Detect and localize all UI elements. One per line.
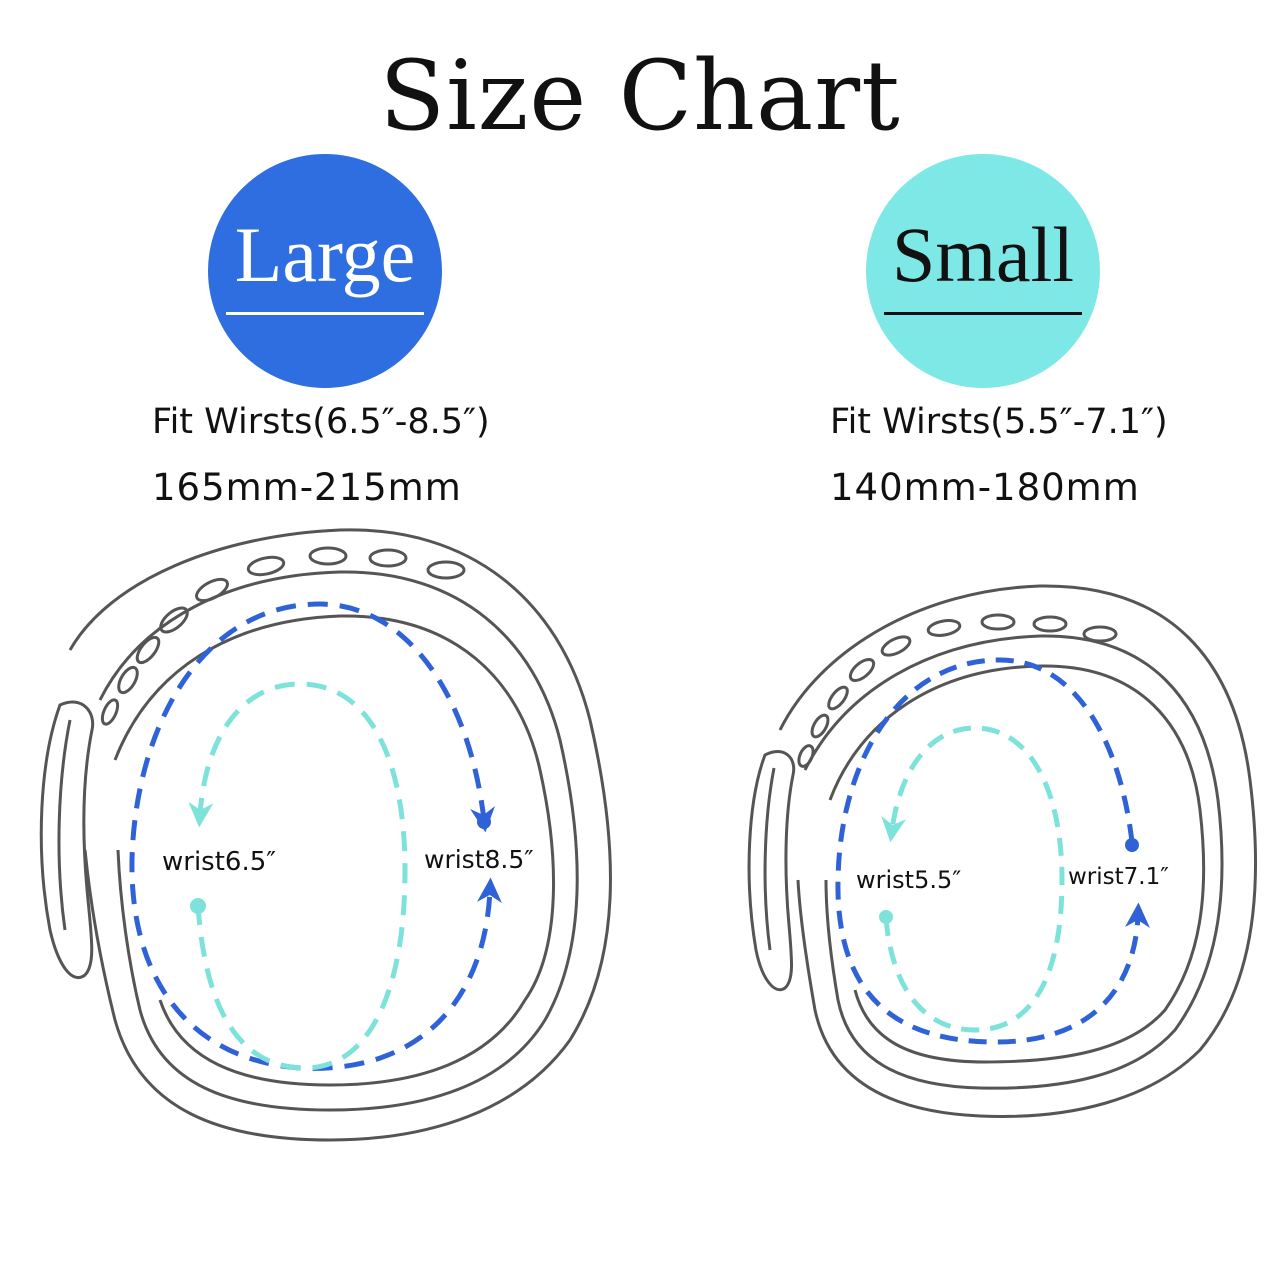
large-band-drawing: wrist6.5″ wrist8.5″ <box>39 528 612 1142</box>
large-badge-underline <box>226 312 424 315</box>
large-mm-range: 165mm-215mm <box>152 466 462 509</box>
small-band-inside-outline <box>828 664 1206 1064</box>
small-inner-label: wrist5.5″ <box>856 866 961 894</box>
small-badge-underline <box>884 312 1082 315</box>
large-band-inside-outline <box>113 614 556 1087</box>
small-outer-label: wrist7.1″ <box>1068 864 1169 890</box>
large-inner-arrow <box>188 681 408 1071</box>
small-band-drawing: wrist5.5″ wrist7.1″ <box>747 584 1258 1118</box>
large-band-holes <box>100 546 466 726</box>
small-band-holes <box>797 613 1118 768</box>
large-fit-range: Fit Wirsts(6.5″-8.5″) <box>152 402 490 442</box>
small-band-inner-outline <box>803 634 1224 1090</box>
large-outer-dot <box>477 815 491 829</box>
large-band-outer-outline <box>68 528 612 1142</box>
small-size-badge: Small <box>866 154 1100 388</box>
large-inner-label: wrist6.5″ <box>162 847 276 877</box>
small-inner-arrow <box>881 725 1065 1033</box>
large-band-buckle <box>39 700 95 979</box>
large-outer-label: wrist8.5″ <box>424 845 534 874</box>
large-size-badge: Large <box>208 154 442 388</box>
page-title: Size Chart <box>379 40 901 152</box>
small-band-outer-outline <box>778 584 1258 1118</box>
small-outer-arrow <box>835 657 1150 1045</box>
small-fit-range: Fit Wirsts(5.5″-7.1″) <box>830 402 1168 442</box>
large-size-label: Large <box>234 211 416 298</box>
small-band-buckle <box>747 750 796 992</box>
large-band-inner-outline <box>98 570 579 1112</box>
small-inner-dot <box>879 910 893 924</box>
large-outer-arrow <box>129 601 502 1071</box>
small-mm-range: 140mm-180mm <box>830 466 1140 509</box>
large-inner-dot <box>190 898 206 914</box>
small-size-label: Small <box>891 211 1074 298</box>
small-outer-dot <box>1125 838 1139 852</box>
